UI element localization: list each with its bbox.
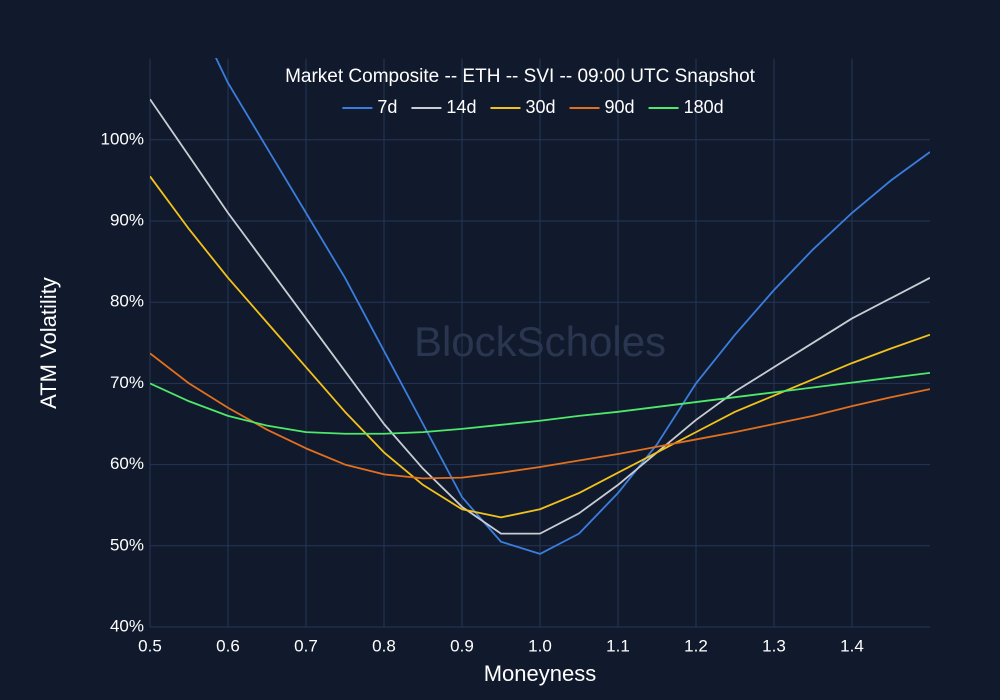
y-axis-title: ATM Volatility (36, 277, 61, 409)
series-line (150, 371, 930, 435)
watermark: BlockScholes (414, 318, 666, 365)
legend-label: 180d (684, 97, 724, 117)
plot-area (150, 58, 930, 555)
grid (149, 58, 930, 628)
x-tick-label: 0.5 (138, 636, 162, 655)
legend-item: 180d (648, 97, 724, 117)
legend-label: 90d (605, 97, 635, 117)
y-tick-label: 70% (110, 373, 144, 392)
legend-label: 30d (525, 97, 555, 117)
x-tick-label: 0.8 (372, 636, 396, 655)
x-tick-label: 1.3 (762, 636, 786, 655)
x-axis-title: Moneyness (484, 661, 597, 686)
series-line (150, 98, 930, 535)
x-tick-label: 1.4 (840, 636, 864, 655)
x-tick-label: 0.9 (450, 636, 474, 655)
legend: 7d 14d 30d 90d 180d (342, 97, 724, 117)
y-tick-label: 50% (110, 535, 144, 554)
legend-label: 7d (377, 97, 397, 117)
y-tick-label: 40% (110, 616, 144, 635)
y-tick-label: 60% (110, 454, 144, 473)
legend-item: 30d (490, 97, 556, 117)
y-tick-label: 90% (110, 210, 144, 229)
legend-item: 14d (411, 97, 476, 117)
x-tick-label: 1.2 (684, 636, 708, 655)
chart-title: Market Composite -- ETH -- SVI -- 09:00 … (285, 66, 756, 87)
legend-label: 14d (446, 97, 476, 117)
x-tick-label: 0.6 (216, 636, 240, 655)
legend-item: 7d (342, 97, 397, 117)
series-line (150, 175, 930, 519)
x-tick-label: 1.0 (528, 636, 552, 655)
y-tick-label: 80% (110, 292, 144, 311)
series-line (215, 58, 930, 555)
series-line (150, 352, 930, 480)
legend-item: 90d (569, 97, 635, 117)
y-tick-label: 100% (101, 129, 144, 148)
x-tick-label: 1.1 (606, 636, 630, 655)
x-tick-label: 0.7 (294, 636, 318, 655)
